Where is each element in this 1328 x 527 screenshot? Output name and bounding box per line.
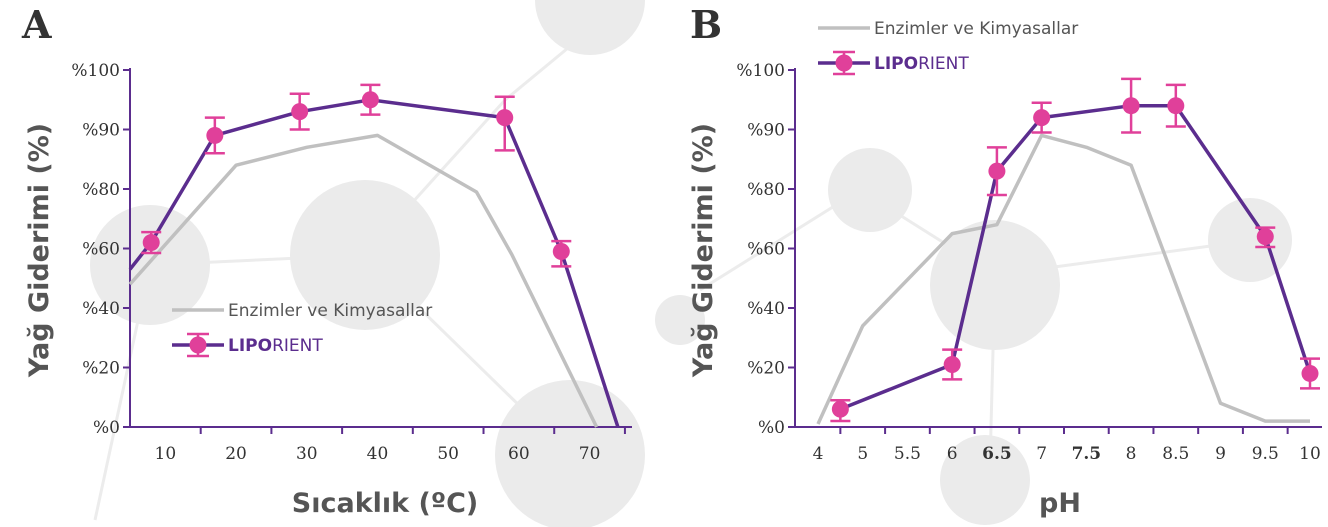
data-point-liporient <box>142 234 160 252</box>
x-axis-title: pH <box>1039 488 1081 519</box>
legend-label-enzyme: Enzimler ve Kimyasallar <box>228 301 432 321</box>
x-tick-label: 7.5 <box>1072 444 1102 464</box>
y-tick-label: %60 <box>82 240 120 260</box>
x-tick-label: 8 <box>1126 444 1137 464</box>
legend-label-liporient: LIPORIENT <box>228 336 323 356</box>
x-tick-label: 70 <box>579 444 601 464</box>
y-tick-label: %20 <box>82 359 120 379</box>
chart-b: B %0 %20 %40 %60 %80 %90 %100 4 5 5.5 6 6.5 7 7.5 8 8.5 9… <box>688 2 1322 519</box>
x-tick-label: 30 <box>296 444 318 464</box>
x-tick-label: 9.5 <box>1252 444 1279 464</box>
panel-label: A <box>21 2 52 47</box>
background-molecule-decoration <box>90 0 1292 527</box>
x-tick-label: 20 <box>225 444 247 464</box>
y-tick-label: %80 <box>747 180 785 200</box>
y-axis-title: Yağ Giderimi (%) <box>688 123 719 378</box>
x-tick-label: 6 <box>947 444 958 464</box>
y-axis-title: Yağ Giderimi (%) <box>24 123 55 378</box>
y-tick-label: %0 <box>93 418 120 438</box>
x-tick-label: 9 <box>1215 444 1226 464</box>
y-tick-label: %20 <box>747 359 785 379</box>
legend-label-liporient-rest: RIENT <box>272 336 323 356</box>
data-point-liporient <box>1301 364 1319 382</box>
y-tick-label: %90 <box>747 121 785 141</box>
x-tick-label: 4 <box>813 444 824 464</box>
panel-label: B <box>690 2 722 47</box>
series-line-enzyme <box>816 133 1310 425</box>
x-tick-label: 5 <box>857 444 868 464</box>
y-tick-label: %90 <box>82 121 120 141</box>
legend: Enzimler ve Kimyasallar LIPORIENT <box>818 19 1078 76</box>
x-tick-label: 10 <box>1299 444 1321 464</box>
data-point-liporient <box>1033 109 1051 127</box>
series-line-enzyme <box>128 133 599 428</box>
x-tick-label: 7 <box>1036 444 1047 464</box>
series-line-liporient <box>839 103 1312 411</box>
x-tick-label: 5.5 <box>894 444 921 464</box>
y-tick-label: %0 <box>758 418 785 438</box>
y-tick-label: %100 <box>736 61 785 81</box>
legend: Enzimler ve Kimyasallar LIPORIENT <box>172 301 432 358</box>
chart-a: A %0 %20 %40 %60 %80 %90 %100 10 20 30 40 50 60 70 Sıca… <box>21 2 632 519</box>
legend-label-enzyme: Enzimler ve Kimyasallar <box>874 19 1078 39</box>
y-tick-label: %80 <box>82 180 120 200</box>
data-point-liporient <box>831 400 849 418</box>
y-tick-label: %40 <box>82 299 120 319</box>
x-axis-title: Sıcaklık (ºC) <box>292 488 478 519</box>
data-point-liporient <box>361 91 379 109</box>
data-point-liporient <box>943 356 961 374</box>
legend-marker-liporient <box>835 54 853 72</box>
data-point-liporient <box>988 162 1006 180</box>
y-tick-label: %100 <box>71 61 120 81</box>
data-point-liporient <box>552 242 570 260</box>
x-tick-label: 10 <box>155 444 177 464</box>
data-point-liporient <box>496 109 514 127</box>
x-tick-label: 60 <box>508 444 530 464</box>
x-tick-label: 6.5 <box>982 444 1012 464</box>
data-point-liporient <box>1122 97 1140 115</box>
legend-marker-liporient <box>189 336 207 354</box>
data-point-liporient <box>206 126 224 144</box>
x-tick-label: 8.5 <box>1162 444 1189 464</box>
x-tick-label: 40 <box>367 444 389 464</box>
data-point-liporient <box>1167 97 1185 115</box>
legend-label-liporient-rest: RIENT <box>918 54 969 74</box>
legend-label-liporient-bold: LIPO <box>228 336 272 356</box>
data-point-liporient <box>291 103 309 121</box>
y-tick-label: %40 <box>747 299 785 319</box>
x-tick-label: 50 <box>437 444 459 464</box>
data-point-liporient <box>1256 228 1274 246</box>
series-line-liporient <box>128 98 620 428</box>
y-tick-label: %60 <box>747 240 785 260</box>
legend-label-liporient: LIPORIENT <box>874 54 969 74</box>
legend-label-liporient-bold: LIPO <box>874 54 918 74</box>
